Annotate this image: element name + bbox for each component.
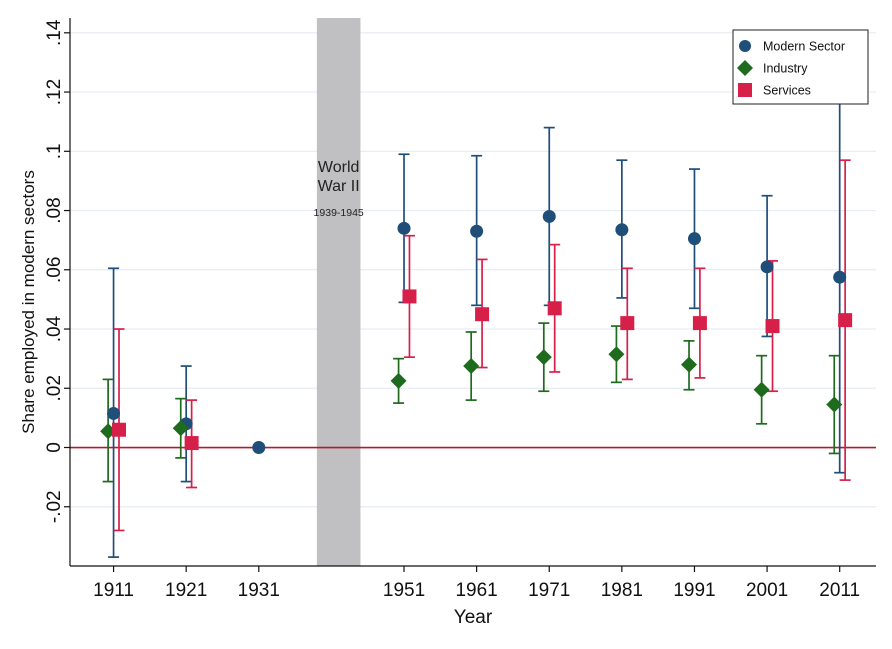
- x-tick-label: 1971: [528, 580, 570, 601]
- services-point: [765, 319, 780, 334]
- modern-sector-point: [760, 260, 774, 274]
- y-tick-label: .1: [44, 143, 65, 159]
- war-label-line1: World: [318, 159, 360, 176]
- y-tick-label: .12: [44, 79, 65, 105]
- legend-services-marker: [738, 83, 752, 97]
- y-axis-title: Share employed in modern sectors: [19, 170, 38, 434]
- y-tick-label: .14: [44, 19, 65, 46]
- x-tick-label: 2011: [819, 580, 860, 601]
- legend-box: [732, 29, 869, 105]
- industry-point: [608, 346, 625, 363]
- services-point: [620, 316, 635, 331]
- war-shading-group: World War II 1939-1945: [314, 18, 364, 566]
- modern-sector-point: [833, 270, 847, 284]
- modern-sector-point: [252, 441, 266, 455]
- services-point: [547, 301, 562, 316]
- modern-sector-point: [615, 223, 629, 237]
- legend-services-label: Services: [763, 84, 811, 98]
- y-tick-label: 0: [44, 442, 65, 453]
- industry-point: [753, 381, 770, 398]
- industry-point: [463, 358, 480, 375]
- y-tick-label: .06: [44, 257, 65, 283]
- modern-sector-point: [542, 209, 556, 223]
- war-shading: [316, 18, 361, 566]
- x-tick-label: 1991: [673, 580, 715, 601]
- x-axis-title: Year: [454, 607, 493, 628]
- legend: Modern Sector Industry Services: [732, 29, 869, 105]
- industry-point: [390, 372, 407, 389]
- x-tick-label: 1961: [455, 580, 497, 601]
- services-point: [692, 316, 707, 331]
- war-years-label: 1939-1945: [314, 207, 364, 219]
- legend-industry-label: Industry: [763, 62, 808, 76]
- y-tick-label: .08: [44, 197, 65, 223]
- x-tick-label: 2001: [746, 580, 788, 601]
- axes-group: -.02 0 .02 .04 .06 .08 .1 .12 .14 1911 1921 1931 195…: [19, 18, 876, 628]
- grid-lines: [70, 32, 876, 508]
- modern-sector-point: [397, 221, 411, 235]
- x-tick-label: 1951: [383, 580, 425, 601]
- war-label-line2: War II: [318, 178, 360, 195]
- modern-sector-point: [107, 406, 121, 420]
- x-tick-label: 1921: [165, 580, 207, 601]
- services-point: [112, 422, 127, 437]
- industry-point: [535, 349, 552, 366]
- series-group: [100, 79, 853, 558]
- legend-modern-sector-label: Modern Sector: [763, 40, 845, 54]
- y-tick-label: -.02: [44, 490, 65, 523]
- industry-point: [826, 396, 843, 413]
- services-point: [184, 436, 199, 451]
- services-point: [838, 313, 853, 328]
- modern-sector-point: [687, 232, 701, 246]
- x-tick-label: 1911: [93, 580, 134, 601]
- services-point: [402, 289, 417, 304]
- x-tick-label: 1931: [238, 580, 280, 601]
- industry-point: [172, 420, 189, 437]
- modern-sector-point: [470, 224, 484, 238]
- y-tick-label: .04: [44, 315, 65, 342]
- services-point: [475, 307, 490, 322]
- legend-industry-marker: [737, 60, 753, 76]
- industry-point: [681, 356, 698, 373]
- y-tick-label: .02: [44, 375, 65, 401]
- x-tick-label: 1981: [601, 580, 643, 601]
- legend-modern-sector-marker: [739, 40, 751, 52]
